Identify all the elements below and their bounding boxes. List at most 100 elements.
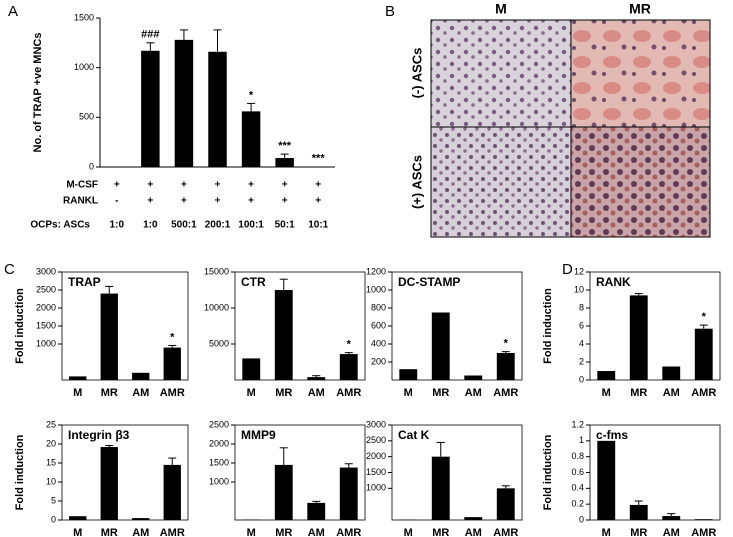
row-cell: 200:1 — [205, 220, 231, 231]
row-cell: + — [248, 196, 254, 207]
significance-label: * — [347, 339, 352, 351]
row-cell: 100:1 — [238, 220, 264, 231]
bar — [100, 293, 118, 380]
y-tick-label: 600 — [371, 320, 386, 330]
y-tick-label: 2 — [579, 356, 584, 366]
x-tick-label: AM — [465, 387, 482, 399]
y-tick-label: 3000 — [366, 419, 386, 429]
x-tick-label: AMR — [336, 527, 361, 537]
chart-title: TRAP — [68, 275, 101, 289]
y-tick-label: 0 — [89, 161, 94, 171]
row-label: OCPs: ASCs — [30, 220, 90, 231]
x-tick-label: MR — [630, 387, 647, 399]
plot-frame — [234, 271, 366, 381]
y-tick-label: 3000 — [36, 266, 56, 276]
row-label: RANKL — [63, 196, 98, 207]
row-cell: + — [282, 180, 288, 191]
bar — [629, 504, 648, 520]
y-tick-label: 1000 — [209, 476, 229, 486]
plot-frame — [61, 424, 189, 521]
y-tick-label: 1200 — [366, 266, 386, 276]
y-tick-label: 0 — [579, 514, 584, 524]
bar — [662, 516, 681, 520]
y-tick-label: 0.2 — [571, 499, 584, 509]
row-cell: + — [215, 180, 221, 191]
panel-label: D — [562, 261, 573, 278]
significance-label: ### — [141, 29, 159, 41]
y-tick-label: 1500 — [366, 467, 386, 477]
y-tick-label: 6 — [579, 320, 584, 330]
y-tick-label: 1000 — [36, 338, 56, 348]
y-tick-label: 0.4 — [571, 483, 584, 493]
y-tick-label: 1000 — [366, 483, 386, 493]
bar — [629, 295, 648, 380]
x-tick-label: MR — [432, 387, 449, 399]
x-tick-label: AMR — [336, 387, 361, 399]
x-tick-label: AM — [663, 387, 680, 399]
bar — [307, 502, 326, 520]
panel-label: C — [4, 261, 15, 278]
x-tick-label: AMR — [160, 527, 185, 537]
x-tick-label: M — [247, 527, 256, 537]
row-cell: 1:0 — [143, 220, 158, 231]
x-tick-label: AM — [465, 527, 482, 537]
y-tick-label: 200 — [371, 356, 386, 366]
row-cell: - — [115, 196, 118, 207]
x-tick-label: AMR — [160, 387, 185, 399]
y-tick-label: 20 — [46, 438, 56, 448]
x-tick-label: M — [404, 527, 413, 537]
bar — [69, 516, 87, 520]
x-tick-label: MR — [432, 527, 449, 537]
bar — [694, 328, 713, 380]
y-tick-label: 12 — [574, 266, 584, 276]
x-tick-label: AM — [132, 387, 149, 399]
x-tick-label: AMR — [691, 527, 716, 537]
chart-title: Cat K — [398, 428, 430, 442]
y-axis-label: No. of TRAP +ve MNCs — [32, 33, 44, 153]
x-tick-label: M — [73, 387, 82, 399]
x-tick-label: AM — [132, 527, 149, 537]
row-cell: 1:0 — [110, 220, 125, 231]
significance-label: * — [702, 311, 707, 323]
y-tick-label: 1500 — [209, 457, 229, 467]
row-cell: + — [315, 196, 321, 207]
x-tick-label: MR — [101, 527, 118, 537]
micrograph — [430, 126, 572, 238]
significance-label: * — [170, 331, 175, 343]
bar — [132, 518, 150, 520]
y-tick-label: 25 — [46, 419, 56, 429]
row-cell: + — [315, 180, 321, 191]
x-tick-label: M — [73, 527, 82, 537]
y-tick-label: 1000 — [74, 62, 94, 72]
y-tick-label: 8 — [579, 302, 584, 312]
chart-title: RANK — [596, 275, 631, 289]
bar — [694, 519, 713, 520]
bar — [464, 517, 483, 520]
bar — [274, 464, 293, 520]
x-tick-label: M — [602, 387, 611, 399]
bar — [399, 369, 418, 380]
bar — [339, 354, 358, 380]
bar — [496, 488, 515, 520]
y-tick-label: 10 — [574, 284, 584, 294]
bar — [69, 376, 87, 380]
panel-label: B — [385, 3, 395, 20]
significance-label: *** — [278, 140, 292, 152]
significance-label: *** — [312, 152, 326, 164]
x-tick-label: M — [602, 527, 611, 537]
bar — [241, 111, 261, 167]
row-cell: 500:1 — [171, 220, 197, 231]
row-cell: + — [181, 180, 187, 191]
x-tick-label: M — [247, 387, 256, 399]
column-label: M — [495, 1, 507, 17]
x-tick-label: MR — [275, 387, 292, 399]
chart-title: CTR — [241, 275, 266, 289]
bar — [174, 39, 194, 167]
x-tick-label: AM — [308, 387, 325, 399]
row-cell: + — [282, 196, 288, 207]
row-cell: + — [248, 180, 254, 191]
x-tick-label: AM — [663, 527, 680, 537]
x-tick-label: AM — [308, 527, 325, 537]
bar — [431, 456, 450, 520]
